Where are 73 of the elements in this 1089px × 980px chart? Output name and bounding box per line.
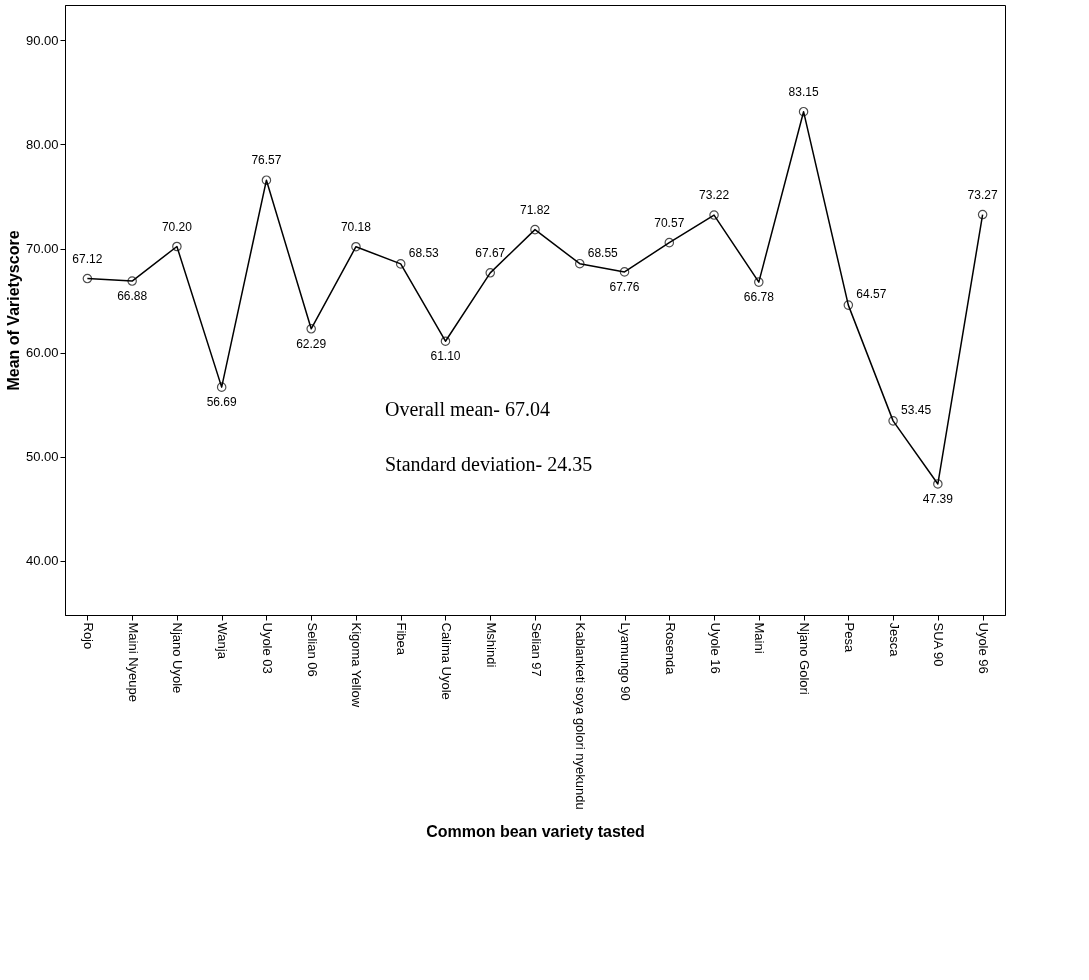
x-tick-label: Fibea [394,622,410,656]
x-tick-label: Rosenda [662,622,678,676]
x-tick-label: Kigoma Yellow [349,622,365,708]
x-tick-label: Pesa [841,622,857,653]
x-tick-label: Lyamungo 90 [618,622,634,701]
data-label: 83.15 [788,84,819,99]
y-tick-label: 90.00 [25,32,59,48]
y-tick-label: 40.00 [25,553,59,569]
point [395,259,406,269]
data-label: 70.57 [654,215,685,230]
x-tick-label: Wanja [215,622,231,660]
data-label: 68.53 [408,245,440,260]
data-label: 73.27 [967,187,998,202]
x-tick-label: SUA 90 [931,622,947,667]
point [843,300,854,310]
data-label: 68.55 [587,245,619,260]
x-tick-label: Kablanketi soya golori nyekundu [573,622,589,810]
y-tick-label: 80.00 [25,136,59,152]
point [127,276,137,286]
x-tick-label: Mshindi [483,622,499,668]
annotation: Standard deviation- 24.35 [385,453,593,475]
point [530,224,540,235]
data-label: 73.22 [699,188,730,203]
data-label: 62.29 [296,336,327,351]
data-label: 67.12 [72,251,103,266]
x-tick-label: Calima Uyole [438,622,454,700]
x-tick-label: Jesca [886,622,902,658]
point [798,106,809,117]
x-tick-label: Njano Golori [797,622,813,695]
data-label: 56.69 [206,395,238,410]
point [664,237,675,248]
data-label: 66.78 [743,290,775,305]
y-tick-label: 60.00 [25,345,59,361]
data-label: 64.57 [856,287,887,302]
x-tick-label: Maini [752,622,768,654]
data-label: 76.57 [251,153,282,168]
point [82,273,93,284]
x-tick-label: Uyole 16 [707,622,723,674]
point [709,210,719,220]
data-label: 67.67 [475,245,506,260]
data-label: 47.39 [922,491,954,506]
data-label: 70.18 [340,219,372,234]
data-label: 71.82 [519,202,551,217]
y-axis-title: Mean of Varietyscore [4,230,22,391]
x-tick-label: Selian 06 [304,622,320,677]
point [216,382,227,392]
point [977,209,988,220]
point [172,241,182,252]
point [574,258,585,269]
point [754,277,764,287]
y-tick-label: 50.00 [25,449,59,465]
x-tick-label: Njano Uyole [170,622,186,694]
data-label: 53.45 [901,402,932,417]
x-tick-label: Uyole 03 [259,622,275,674]
point [440,336,451,346]
point [351,241,361,252]
data-label: 70.20 [161,219,193,234]
x-tick-label: Rojo [80,622,96,650]
data-label: 67.76 [609,279,640,294]
point [485,268,496,278]
point [933,479,943,489]
x-tick-label: Maini Nyeupe [125,622,141,702]
data-label: 66.88 [117,289,148,304]
x-tick-label: Selian 97 [528,622,544,677]
point [619,267,630,277]
x-axis-title: Common bean variety tasted [426,822,645,840]
data-label: 61.10 [430,349,461,364]
point [888,416,898,426]
point [261,175,272,185]
y-tick-label: 70.00 [25,241,59,257]
point [306,324,316,334]
x-tick-label: Uyole 96 [976,622,992,674]
annotation: Overall mean- 67.04 [385,398,550,420]
